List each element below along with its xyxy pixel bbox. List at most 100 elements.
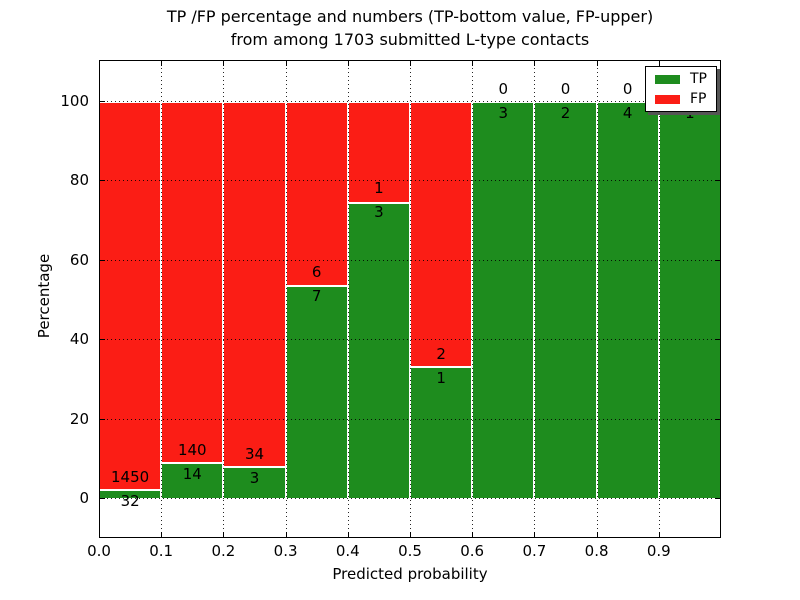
stacked-bar bbox=[285, 101, 348, 498]
x-tick-mark bbox=[285, 532, 287, 538]
bar-segment-fp bbox=[411, 103, 472, 367]
y-tick-label: 100 bbox=[60, 92, 89, 110]
x-gridline bbox=[534, 60, 536, 538]
bar-segment-fp bbox=[286, 103, 347, 286]
x-tick-mark bbox=[534, 532, 536, 538]
y-tick-label: 40 bbox=[69, 330, 89, 349]
x-gridline bbox=[161, 60, 163, 538]
fp-count-label: 140 bbox=[177, 440, 207, 459]
x-tick-mark bbox=[534, 60, 536, 66]
x-tick-mark bbox=[223, 60, 225, 66]
x-gridline bbox=[410, 60, 411, 538]
bar-segment-tp bbox=[473, 103, 534, 498]
tp-count-label: 3 bbox=[249, 468, 260, 487]
y-tick-label: 20 bbox=[69, 409, 89, 428]
fp-count-label: 6 bbox=[311, 263, 322, 282]
x-gridline bbox=[472, 60, 474, 538]
tp-count-label: 1 bbox=[685, 104, 695, 122]
x-tick-label: 0.8 bbox=[584, 542, 609, 560]
y-tick-label: 60 bbox=[69, 250, 89, 269]
x-gridline bbox=[347, 60, 349, 538]
x-gridline bbox=[223, 60, 225, 538]
tp-legend-swatch bbox=[655, 74, 680, 84]
stacked-bar bbox=[534, 101, 597, 498]
stacked-bar bbox=[658, 101, 721, 498]
x-tick-label: 0.2 bbox=[211, 542, 236, 560]
x-tick-mark bbox=[658, 60, 660, 66]
y-tick-label: 0 bbox=[79, 489, 89, 507]
tp-count-label: 2 bbox=[560, 104, 571, 122]
tp-legend-label: TP bbox=[690, 71, 707, 87]
x-tick-mark bbox=[285, 60, 287, 66]
tp-count-label: 14 bbox=[182, 464, 202, 483]
x-tick-mark bbox=[658, 532, 660, 538]
x-tick-mark bbox=[472, 60, 474, 66]
x-gridline bbox=[596, 60, 598, 538]
fp-count-label: 0 bbox=[498, 80, 509, 98]
bar-segment-tp bbox=[224, 465, 285, 498]
x-tick-mark bbox=[223, 532, 225, 538]
y-tick-mark bbox=[99, 498, 105, 499]
legend: TP FP bbox=[645, 66, 717, 112]
x-tick-mark bbox=[99, 532, 100, 538]
x-tick-label: 0.0 bbox=[87, 542, 111, 560]
stacked-bar bbox=[472, 101, 535, 498]
bar-segment-fp bbox=[224, 103, 285, 466]
fp-count-label: 1450 bbox=[111, 468, 150, 487]
x-tick-label: 0.6 bbox=[460, 542, 485, 560]
fp-count-label: 0 bbox=[622, 80, 633, 98]
y-tick-mark bbox=[99, 259, 105, 261]
legend-item-tp: TP bbox=[655, 72, 707, 86]
stacked-bar bbox=[347, 101, 410, 498]
legend-item-fp: FP bbox=[655, 92, 707, 106]
bar-segment-tp bbox=[411, 366, 472, 498]
x-tick-label: 0.9 bbox=[646, 542, 671, 560]
bar-segment-tp bbox=[100, 489, 161, 498]
fp-count-label: 0 bbox=[560, 80, 571, 98]
bar-segment-fp bbox=[348, 103, 409, 202]
tp-count-label: 7 bbox=[311, 287, 322, 306]
y-tick-mark bbox=[715, 418, 721, 420]
y-tick-mark bbox=[99, 339, 105, 341]
fp-legend-label: FP bbox=[690, 91, 707, 107]
x-tick-mark bbox=[99, 60, 100, 66]
x-tick-label: 0.5 bbox=[398, 542, 422, 560]
tp-count-label: 4 bbox=[622, 104, 633, 122]
x-gridline bbox=[658, 60, 660, 538]
stacked-bar bbox=[410, 101, 473, 498]
y-tick-mark bbox=[99, 418, 105, 420]
x-tick-label: 0.3 bbox=[273, 542, 298, 560]
bar-segment-tp bbox=[348, 201, 409, 498]
bar-segment-tp bbox=[597, 103, 658, 498]
tp-count-label: 3 bbox=[498, 104, 509, 122]
y-tick-mark bbox=[715, 101, 721, 102]
y-tick-mark bbox=[99, 180, 105, 182]
fp-count-label: 1 bbox=[374, 179, 384, 198]
x-tick-mark bbox=[596, 60, 598, 66]
chart-title-line2: from among 1703 submitted L-type contact… bbox=[230, 30, 590, 49]
bar-segment-fp bbox=[100, 103, 161, 490]
x-tick-mark bbox=[410, 532, 411, 538]
y-tick-label: 80 bbox=[69, 171, 89, 190]
x-tick-mark bbox=[347, 60, 349, 66]
chart-title-line1: TP /FP percentage and numbers (TP-bottom… bbox=[166, 7, 654, 26]
plot-area: TP FP 1450321401434367132103020401020406… bbox=[60, 60, 721, 560]
tp-count-label: 3 bbox=[374, 203, 384, 222]
y-tick-mark bbox=[715, 180, 721, 182]
stacked-bar bbox=[596, 101, 659, 498]
y-tick-mark bbox=[99, 101, 105, 102]
bar-segment-tp bbox=[286, 285, 347, 498]
x-gridline bbox=[285, 60, 287, 538]
y-tick-mark bbox=[715, 259, 721, 261]
tp-count-label: 1 bbox=[436, 368, 446, 387]
x-tick-mark bbox=[472, 532, 474, 538]
x-tick-mark bbox=[161, 532, 163, 538]
x-tick-label: 0.1 bbox=[149, 542, 174, 560]
bar-segment-fp bbox=[162, 103, 223, 463]
chart-title: TP /FP percentage and numbers (TP-bottom… bbox=[99, 5, 721, 51]
fp-count-label: 2 bbox=[436, 344, 446, 363]
x-tick-mark bbox=[596, 532, 598, 538]
fp-count-label: 34 bbox=[244, 444, 265, 463]
tp-count-label: 32 bbox=[120, 492, 140, 511]
stacked-bar bbox=[161, 101, 224, 498]
